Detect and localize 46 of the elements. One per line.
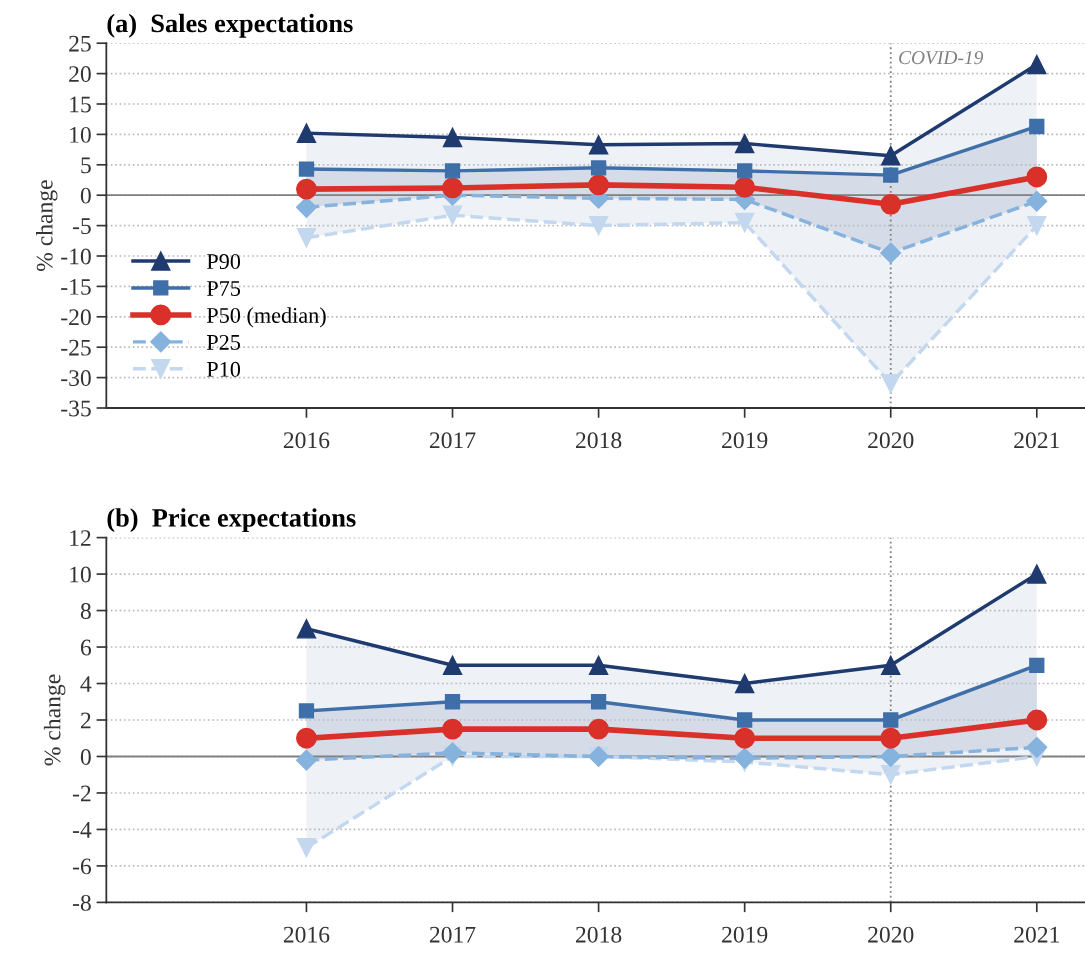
chart-title: (b) Price expectations <box>107 508 356 533</box>
legend-label: P90 <box>206 254 241 269</box>
x-tick-label: 2020 <box>868 926 914 943</box>
y-tick-label: 8 <box>80 603 91 619</box>
y-tick-label: 25 <box>69 35 91 52</box>
y-tick-label: -35 <box>61 400 91 417</box>
x-tick-label: 2019 <box>722 926 768 943</box>
y-tick-label: 6 <box>80 639 92 656</box>
chart-title: (a) Sales expectations <box>107 13 353 38</box>
y-tick-label: -10 <box>61 248 91 265</box>
x-tick-label: 2021 <box>1014 926 1059 943</box>
legend-label: P50 (median) <box>206 307 326 328</box>
legend-label: P75 <box>206 281 241 296</box>
y-tick-label: -6 <box>72 858 92 875</box>
x-tick-label: 2017 <box>429 926 476 943</box>
y-tick-label: 2 <box>80 712 91 729</box>
y-tick-label: -5 <box>72 218 91 235</box>
y-tick-label: 12 <box>70 530 91 546</box>
y-tick-label: 0 <box>80 187 91 204</box>
x-tick-label: 2016 <box>283 432 330 449</box>
legend-label: P25 <box>206 334 241 350</box>
x-tick-label: 2021 <box>1014 432 1059 449</box>
ref-line-label: COVID-19 <box>899 51 984 65</box>
y-tick-label: -30 <box>61 370 91 387</box>
y-tick-label: 10 <box>70 566 91 583</box>
y-tick-label: -15 <box>61 279 91 295</box>
x-tick-label: 2020 <box>868 432 914 449</box>
y-tick-label: -2 <box>72 785 91 802</box>
y-tick-label: 5 <box>81 157 91 174</box>
legend-label: P10 <box>206 361 241 377</box>
y-tick-label: -4 <box>72 822 92 838</box>
y-tick-label: 4 <box>80 676 92 692</box>
y-tick-label: -20 <box>61 309 91 326</box>
y-axis-title: % change <box>36 180 58 272</box>
x-tick-label: 2018 <box>576 926 622 943</box>
y-axis-title: % change <box>43 674 66 766</box>
y-tick-label: 0 <box>80 748 91 765</box>
y-tick-label: -25 <box>61 339 91 356</box>
y-tick-label: 20 <box>69 66 91 83</box>
y-tick-label: 15 <box>70 96 91 113</box>
y-tick-label: 10 <box>70 126 91 143</box>
x-tick-label: 2016 <box>283 926 330 943</box>
x-tick-label: 2018 <box>576 432 622 449</box>
x-tick-label: 2017 <box>429 432 476 449</box>
y-tick-label: -8 <box>72 894 91 911</box>
x-tick-label: 2019 <box>722 432 768 449</box>
